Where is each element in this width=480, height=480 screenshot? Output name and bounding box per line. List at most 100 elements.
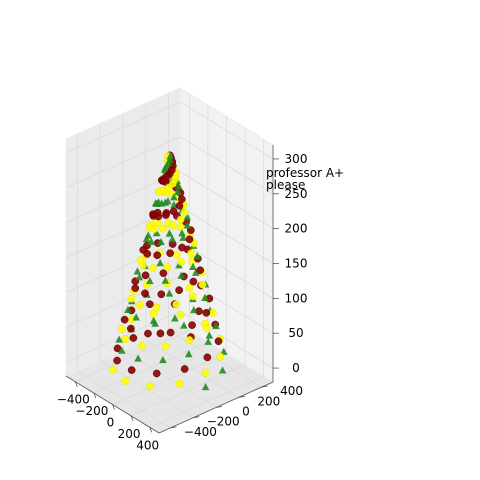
- tree-point-circle: [127, 294, 136, 303]
- tree-point-triangle: [118, 346, 126, 354]
- tree-point-circle: [146, 300, 154, 309]
- y-tick-mark: [261, 385, 268, 388]
- tree-point-circle: [159, 269, 168, 278]
- tree-point-circle: [156, 329, 165, 338]
- tree-point-triangle: [180, 321, 188, 329]
- grid-line-z: [179, 171, 274, 229]
- x-tick-mark: [149, 427, 153, 433]
- tree-point-circle: [113, 356, 121, 365]
- tree-point-triangle: [184, 349, 193, 358]
- tree-point-circle: [188, 321, 196, 329]
- tree-point-triangle: [124, 305, 132, 313]
- tree-point-triangle: [183, 213, 192, 221]
- tree-point-circle: [176, 311, 185, 319]
- tree-point-circle: [177, 195, 186, 204]
- x-tick-mark: [112, 404, 115, 410]
- tree-point-circle: [172, 250, 181, 259]
- x-tick-label: 400: [136, 438, 159, 452]
- y-tick-mark: [170, 426, 177, 429]
- tree-point-circle: [169, 207, 178, 216]
- tree-point-circle: [180, 365, 189, 373]
- tree-point-circle: [177, 258, 186, 266]
- tree-point-circle: [196, 266, 205, 275]
- tree-point-circle: [162, 173, 171, 181]
- tree-point-triangle: [165, 229, 174, 237]
- tree-point-circle: [166, 328, 175, 337]
- tree-point-triangle: [157, 237, 165, 246]
- x-tick-mark: [93, 392, 97, 399]
- x-tick-label: 0: [107, 416, 115, 430]
- x-tick-mark: [74, 381, 78, 387]
- tree-point-circle: [144, 329, 152, 338]
- tree-point-circle: [161, 211, 170, 219]
- tree-point-triangle: [179, 233, 187, 241]
- tree-point-circle: [202, 324, 211, 332]
- tree-point-triangle: [132, 313, 140, 321]
- z-tick-label: 100: [285, 291, 308, 305]
- tree-point-triangle: [142, 234, 151, 243]
- tree-point-triangle: [201, 293, 209, 302]
- grid-line-z: [179, 241, 274, 299]
- y-tick-mark: [238, 395, 245, 398]
- tree-point-circle: [172, 300, 181, 309]
- tree-point-circle: [178, 243, 186, 252]
- axis-lines: [65, 145, 279, 434]
- tree-point-circle: [120, 315, 129, 324]
- tree-point-triangle: [178, 229, 186, 237]
- tree-point-circle: [118, 325, 126, 333]
- tree-point-triangle: [152, 228, 161, 237]
- grid-line-y: [77, 370, 171, 429]
- x-tick-label: −400: [57, 393, 90, 407]
- tree-point-triangle: [146, 276, 154, 285]
- tree-point-triangle: [156, 259, 164, 267]
- tree-point-circle: [141, 271, 150, 280]
- tree-point-triangle: [191, 268, 200, 276]
- tree-point-circle: [214, 337, 223, 346]
- tree-point-triangle: [166, 152, 175, 160]
- tree-point-circle: [176, 223, 185, 231]
- tree-point-circle: [163, 263, 172, 271]
- tree-point-circle: [154, 212, 163, 221]
- annotation-please: please: [266, 178, 305, 192]
- tree-point-triangle: [171, 314, 179, 322]
- tree-point-triangle: [218, 366, 227, 374]
- y-tick-label: −400: [184, 425, 217, 439]
- tree-point-circle: [185, 336, 194, 344]
- tree-point-circle: [121, 335, 130, 343]
- tree-point-circle: [143, 249, 152, 258]
- tree-point-circle: [189, 277, 198, 286]
- y-tick-label: 200: [257, 394, 280, 408]
- annotation-professor: professor A+: [266, 166, 344, 180]
- x-tick-label: 200: [118, 427, 141, 441]
- tree-point-triangle: [212, 321, 220, 330]
- y-tick-label: 400: [280, 384, 303, 398]
- tree-point-circle: [127, 324, 135, 333]
- tree-point-triangle: [164, 159, 173, 167]
- tree-point-triangle: [135, 273, 144, 281]
- tree-point-triangle: [173, 187, 182, 196]
- tree-point-triangle: [193, 252, 202, 260]
- x-tick-label: −200: [75, 404, 108, 418]
- grid-line-y: [145, 339, 240, 398]
- tree-point-circle: [202, 308, 211, 317]
- tree-point-circle: [175, 201, 184, 210]
- z-tick-label: 50: [288, 326, 303, 340]
- tree-point-circle: [127, 366, 136, 374]
- tree-point-triangle: [164, 197, 172, 205]
- tree-point-circle: [152, 369, 161, 378]
- tree-point-triangle: [174, 182, 183, 190]
- tree-point-circle: [129, 334, 138, 342]
- tree-point-circle: [176, 215, 185, 224]
- tree-point-circle: [189, 292, 197, 301]
- tree-point-circle: [201, 369, 210, 377]
- tree-point-circle: [166, 249, 174, 258]
- tree-point-circle: [175, 379, 184, 388]
- grid-line-z: [65, 136, 181, 189]
- grid-line-z: [179, 206, 274, 264]
- tree-point-circle: [139, 261, 147, 270]
- tree-point-circle: [150, 225, 159, 233]
- tree-point-circle: [161, 342, 170, 351]
- tree-point-circle: [216, 352, 225, 361]
- tree-point-triangle: [205, 331, 214, 339]
